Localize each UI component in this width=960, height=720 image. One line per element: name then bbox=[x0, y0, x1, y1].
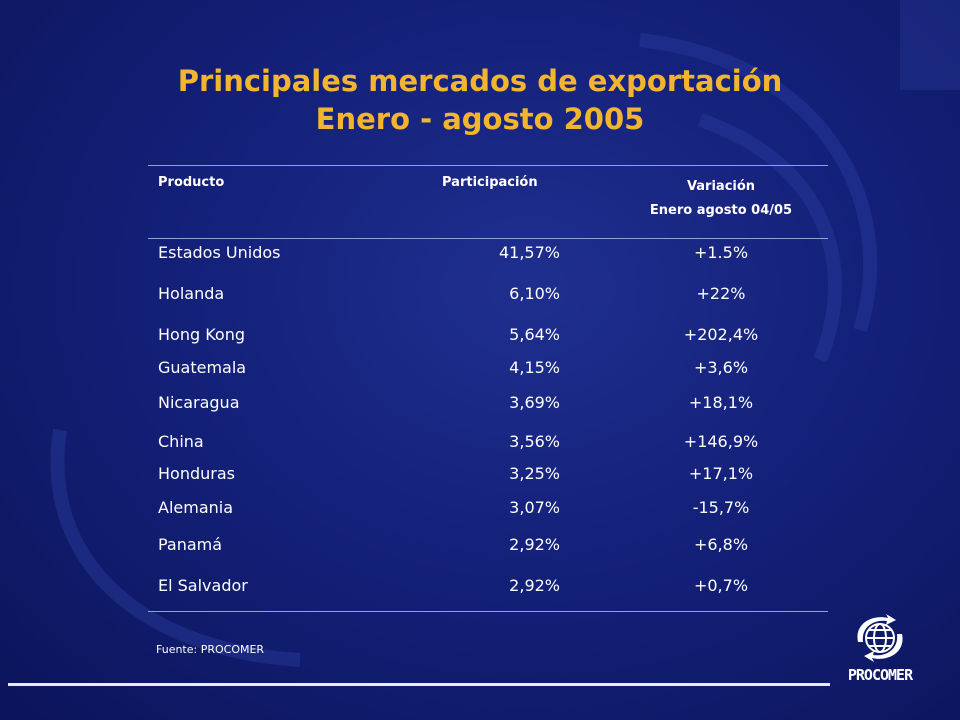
row-country: Holanda bbox=[158, 284, 225, 303]
row-share: 3,25% bbox=[509, 464, 560, 483]
table-row: Estados Unidos 41,57% +1.5% bbox=[148, 242, 828, 264]
row-country: China bbox=[158, 432, 204, 451]
row-country: Estados Unidos bbox=[158, 243, 281, 262]
row-country: Honduras bbox=[158, 464, 235, 483]
row-share: 2,92% bbox=[509, 576, 560, 595]
row-change: +17,1% bbox=[688, 464, 754, 483]
row-change: +146,9% bbox=[683, 432, 759, 451]
slide-title: Principales mercados de exportación Ener… bbox=[0, 62, 960, 138]
row-share: 3,56% bbox=[509, 432, 560, 451]
globe-arrows-icon bbox=[857, 614, 903, 662]
table-header-rule bbox=[148, 238, 828, 239]
header-participacion: Participación bbox=[442, 175, 538, 190]
table-row: El Salvador 2,92% +0,7% bbox=[148, 575, 828, 597]
row-share: 6,10% bbox=[509, 284, 560, 303]
procomer-logo-text: PROCOMER bbox=[847, 666, 913, 684]
row-change: +22% bbox=[696, 284, 746, 303]
row-change: +18,1% bbox=[688, 393, 754, 412]
table-bottom-rule bbox=[148, 611, 828, 612]
table-row: Holanda 6,10% +22% bbox=[148, 283, 828, 305]
header-variacion-line-2: Enero agosto 04/05 bbox=[649, 203, 793, 218]
table-row: Guatemala 4,15% +3,6% bbox=[148, 357, 828, 379]
row-change: -15,7% bbox=[692, 498, 750, 517]
row-share: 4,15% bbox=[509, 358, 560, 377]
markets-table: Producto Participación Variación Enero a… bbox=[148, 165, 828, 612]
row-change: +202,4% bbox=[683, 325, 759, 344]
row-share: 3,07% bbox=[509, 498, 560, 517]
table-row: Panamá 2,92% +6,8% bbox=[148, 534, 828, 556]
table-top-rule bbox=[148, 165, 828, 166]
table-row: Hong Kong 5,64% +202,4% bbox=[148, 324, 828, 346]
row-country: Nicaragua bbox=[158, 393, 240, 412]
row-share: 3,69% bbox=[509, 393, 560, 412]
table-row: Nicaragua 3,69% +18,1% bbox=[148, 392, 828, 414]
header-variacion: Variación Enero agosto 04/05 bbox=[608, 175, 834, 223]
row-change: +1.5% bbox=[693, 243, 749, 262]
row-share: 5,64% bbox=[509, 325, 560, 344]
row-change: +6,8% bbox=[693, 535, 749, 554]
header-producto: Producto bbox=[158, 175, 225, 190]
header-variacion-line-1: Variación bbox=[686, 179, 756, 194]
row-country: Alemania bbox=[158, 498, 234, 517]
row-country: El Salvador bbox=[158, 576, 248, 595]
table-row: Honduras 3,25% +17,1% bbox=[148, 463, 828, 485]
row-country: Guatemala bbox=[158, 358, 247, 377]
row-change: +3,6% bbox=[693, 358, 749, 377]
title-line-2: Enero - agosto 2005 bbox=[315, 102, 645, 136]
row-share: 2,92% bbox=[509, 535, 560, 554]
row-country: Panamá bbox=[158, 535, 223, 554]
row-share: 41,57% bbox=[498, 243, 560, 262]
title-line-1: Principales mercados de exportación bbox=[177, 64, 783, 98]
table-row: Alemania 3,07% -15,7% bbox=[148, 497, 828, 519]
source-note: Fuente: PROCOMER bbox=[156, 643, 265, 656]
table-header: Producto Participación Variación Enero a… bbox=[148, 166, 828, 238]
row-country: Hong Kong bbox=[158, 325, 245, 344]
footer-line bbox=[8, 683, 830, 686]
table-row: China 3,56% +146,9% bbox=[148, 431, 828, 453]
row-change: +0,7% bbox=[693, 576, 749, 595]
